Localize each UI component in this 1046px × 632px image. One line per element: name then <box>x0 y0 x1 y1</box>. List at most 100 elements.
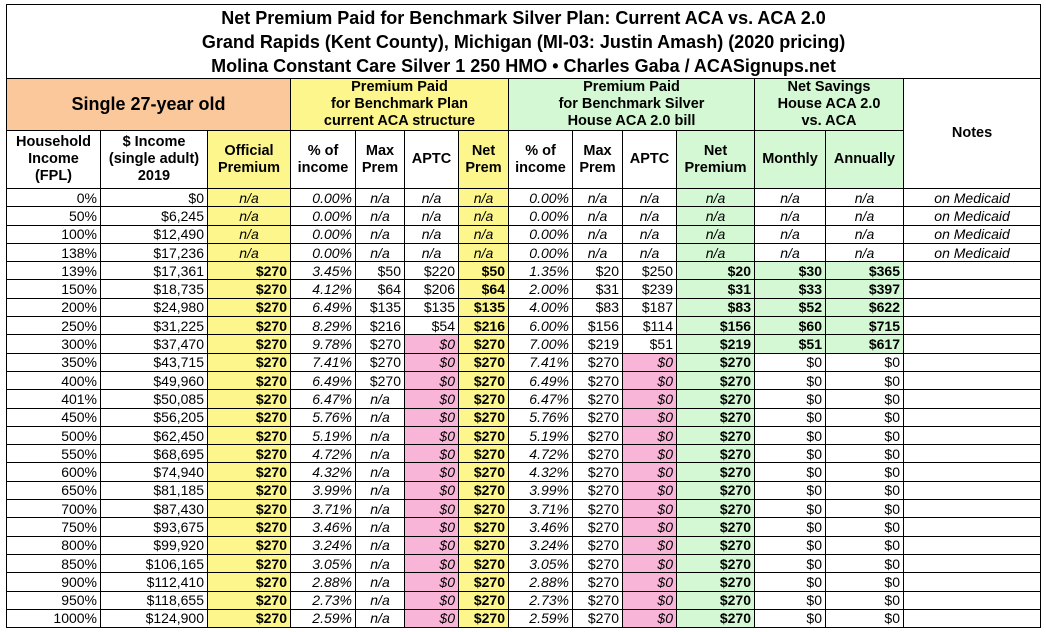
cell: 8.29% <box>290 316 356 336</box>
header-line: House ACA 2.0 bill <box>567 113 696 129</box>
title: Net Premium Paid for Benchmark Silver Pl… <box>5 4 1042 79</box>
cell: $50 <box>458 261 509 281</box>
cell <box>902 407 1042 427</box>
data-row: 300% $37,470 $270 9.78% $270 $0 $270 7.00% $219 $… <box>6 334 1042 354</box>
cell: 4.12% <box>290 279 356 299</box>
header-line: Grand Rapids (Kent County), Michigan (MI… <box>201 31 846 52</box>
cell: $270 <box>572 572 623 592</box>
cell: 750% <box>6 517 101 537</box>
header-line: (FPL) <box>34 168 73 184</box>
cell: 0% <box>6 187 101 208</box>
cell: $43,715 <box>100 352 208 372</box>
cell: $216 <box>355 316 405 336</box>
cell: n/a <box>825 242 904 263</box>
cell: $62,450 <box>100 425 208 446</box>
cell: n/a <box>572 206 623 226</box>
column-header: Official Premium <box>207 130 291 189</box>
cell: $270 <box>207 535 291 555</box>
cell: $270 <box>207 370 291 391</box>
data-row: 350% $43,715 $270 7.41% $270 $0 $270 7.41% $270 $… <box>6 352 1042 372</box>
cell: n/a <box>207 242 291 263</box>
data-row: 138% $17,236 n/a 0.00% n/a n/a n/a 0.00% n/a n/a n… <box>6 242 1042 263</box>
cell: $270 <box>572 462 623 482</box>
cell: 4.32% <box>508 462 573 482</box>
cell <box>902 297 1042 318</box>
header-line: for Benchmark Silver <box>558 96 705 112</box>
cell: $31 <box>572 279 623 299</box>
cell: $270 <box>458 590 509 610</box>
cell: n/a <box>572 242 623 263</box>
premium-table: Net Premium Paid for Benchmark Silver Pl… <box>5 4 1042 629</box>
cell <box>902 517 1042 537</box>
cell: n/a <box>676 206 755 226</box>
header-line: % of <box>525 142 556 159</box>
cell: $0 <box>622 480 677 501</box>
cell: 0.00% <box>290 206 356 226</box>
group-header: Net Savings House ACA 2.0 vs. ACA <box>754 78 904 131</box>
cell: 6.49% <box>290 370 356 391</box>
cell: n/a <box>355 608 405 629</box>
header-line: Official <box>224 142 274 159</box>
cell: $0 <box>754 517 826 537</box>
cell: $135 <box>404 297 459 318</box>
cell: $270 <box>572 407 623 427</box>
cell: $270 <box>458 553 509 574</box>
cell: $0 <box>825 407 904 427</box>
header-line: House ACA 2.0 <box>777 96 881 112</box>
cell: $270 <box>676 425 755 446</box>
cell: 550% <box>6 444 101 464</box>
cell: 5.19% <box>508 425 573 446</box>
cell: 2.73% <box>508 590 573 610</box>
cell: 900% <box>6 572 101 592</box>
cell: $0 <box>754 370 826 391</box>
cell: 3.05% <box>508 553 573 574</box>
cell: $0 <box>825 370 904 391</box>
cell: $74,940 <box>100 462 208 482</box>
header-line: Net <box>471 142 496 159</box>
cell: $52 <box>754 297 826 318</box>
cell: $0 <box>754 608 826 629</box>
cell: $50,085 <box>100 389 208 409</box>
cell: $270 <box>207 425 291 446</box>
cell: $270 <box>207 608 291 629</box>
cell: 3.71% <box>508 499 573 519</box>
cell: $715 <box>825 316 904 336</box>
header-line: Premium <box>217 159 281 176</box>
cell: n/a <box>404 224 459 244</box>
cell: 138% <box>6 242 101 263</box>
cell <box>902 334 1042 354</box>
cell: $64 <box>355 279 405 299</box>
cell: $0 <box>404 425 459 446</box>
header-line: 2019 <box>137 168 171 184</box>
cell: $270 <box>207 590 291 610</box>
cell: $270 <box>572 480 623 501</box>
cell: $0 <box>404 444 459 464</box>
cell: $270 <box>572 499 623 519</box>
cell: $68,695 <box>100 444 208 464</box>
cell: $17,236 <box>100 242 208 263</box>
cell: 7.41% <box>290 352 356 372</box>
cell: $270 <box>676 608 755 629</box>
cell: 6.47% <box>508 389 573 409</box>
cell: $270 <box>207 407 291 427</box>
cell: $0 <box>404 370 459 391</box>
cell: 950% <box>6 590 101 610</box>
cell: $112,410 <box>100 572 208 592</box>
cell: n/a <box>355 499 405 519</box>
data-row: 950% $118,655 $270 2.73% n/a $0 $270 2.73% $270 $… <box>6 590 1042 610</box>
cell: $270 <box>676 590 755 610</box>
cell: 150% <box>6 279 101 299</box>
column-header: Annually <box>825 130 904 189</box>
cell: 1.35% <box>508 261 573 281</box>
cell: n/a <box>572 187 623 208</box>
cell: n/a <box>355 206 405 226</box>
cell: $0 <box>754 462 826 482</box>
cell: $270 <box>207 334 291 354</box>
cell: $6,245 <box>100 206 208 226</box>
cell: $270 <box>458 407 509 427</box>
cell: $0 <box>825 444 904 464</box>
data-row: 50% $6,245 n/a 0.00% n/a n/a n/a 0.00% n/a n/a n/a… <box>6 206 1042 226</box>
cell: 4.72% <box>290 444 356 464</box>
cell: n/a <box>458 224 509 244</box>
cell: $0 <box>404 535 459 555</box>
